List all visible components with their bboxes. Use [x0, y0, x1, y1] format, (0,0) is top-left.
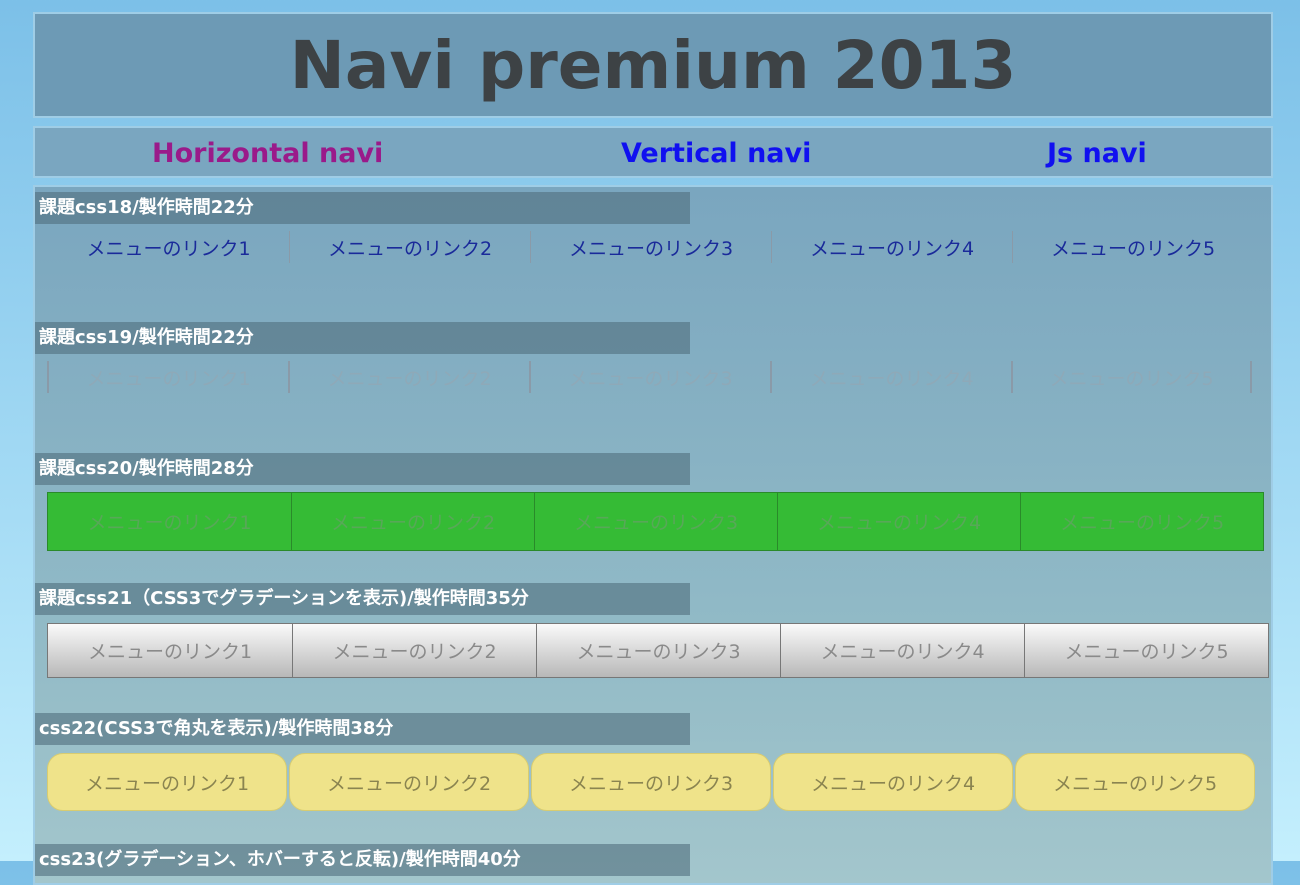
menu-css19: メニューのリンク1 メニューのリンク2 メニューのリンク3 メニューのリンク4 メニュー…: [47, 361, 1252, 393]
menu-link-1[interactable]: メニューのリンク1: [47, 753, 287, 811]
menu-link-1[interactable]: メニューのリンク1: [47, 361, 288, 393]
nav-horizontal[interactable]: Horizontal navi: [152, 138, 384, 169]
title-banner: Navi premium 2013: [33, 12, 1273, 118]
menu-link-1[interactable]: メニューのリンク1: [87, 512, 252, 534]
menu-link-5[interactable]: メニューのリンク5: [1020, 493, 1263, 550]
menu-link-3[interactable]: メニューのリンク3: [536, 624, 780, 677]
menu-link-4[interactable]: メニューのリンク4: [777, 493, 1020, 550]
section-heading: css22(CSS3で角丸を表示)/製作時間38分: [35, 713, 690, 745]
section-heading: 課題css19/製作時間22分: [35, 322, 690, 354]
menu-css20: メニューのリンク1 メニューのリンク2 メニューのリンク3 メニューのリンク4 メニュー…: [47, 492, 1264, 551]
section-heading: 課題css20/製作時間28分: [35, 453, 690, 485]
section-heading: 課題css18/製作時間22分: [35, 192, 690, 224]
menu-link-1[interactable]: メニューのリンク1: [86, 237, 251, 260]
page-title: Navi premium 2013: [289, 26, 1017, 104]
menu-css18: メニューのリンク1 メニューのリンク2 メニューのリンク3 メニューのリンク4 メニュー…: [48, 231, 1253, 263]
menu-link-5[interactable]: メニューのリンク5: [1011, 361, 1252, 393]
menu-link-2[interactable]: メニューのリンク2: [288, 361, 529, 393]
menu-link-4[interactable]: メニューのリンク4: [773, 753, 1013, 811]
menu-css21: メニューのリンク1 メニューのリンク2 メニューのリンク3 メニューのリンク4 メニュー…: [47, 623, 1269, 678]
menu-link-5[interactable]: メニューのリンク5: [1015, 753, 1255, 811]
menu-link-3[interactable]: メニューのリンク3: [534, 493, 777, 550]
menu-link-5[interactable]: メニューのリンク5: [1012, 231, 1253, 263]
menu-link-4[interactable]: メニューのリンク4: [780, 624, 1024, 677]
menu-link-4[interactable]: メニューのリンク4: [771, 231, 1012, 263]
menu-link-2[interactable]: メニューのリンク2: [289, 753, 529, 811]
menu-link-4[interactable]: メニューのリンク4: [770, 361, 1011, 393]
menu-link-3[interactable]: メニューのリンク3: [529, 361, 770, 393]
menu-css22: メニューのリンク1 メニューのリンク2 メニューのリンク3 メニューのリンク4 メニュー…: [47, 753, 1257, 811]
main-nav: Horizontal navi Vertical navi Js navi: [33, 126, 1273, 178]
nav-js[interactable]: Js navi: [1047, 138, 1147, 169]
section-heading: 課題css21（CSS3でグラデーションを表示)/製作時間35分: [35, 583, 690, 615]
menu-link-5[interactable]: メニューのリンク5: [1024, 624, 1268, 677]
menu-link-3[interactable]: メニューのリンク3: [531, 753, 771, 811]
menu-link-2[interactable]: メニューのリンク2: [292, 624, 536, 677]
section-heading: css23(グラデーション、ホバーすると反転)/製作時間40分: [35, 844, 690, 876]
menu-link-1[interactable]: メニューのリンク1: [48, 624, 292, 677]
menu-link-3[interactable]: メニューのリンク3: [530, 231, 771, 263]
menu-link-2[interactable]: メニューのリンク2: [289, 231, 530, 263]
menu-link-2[interactable]: メニューのリンク2: [291, 493, 534, 550]
nav-vertical[interactable]: Vertical navi: [621, 138, 812, 169]
content-area: 課題css18/製作時間22分 メニューのリンク1 メニューのリンク2 メニューのリ…: [33, 185, 1273, 885]
